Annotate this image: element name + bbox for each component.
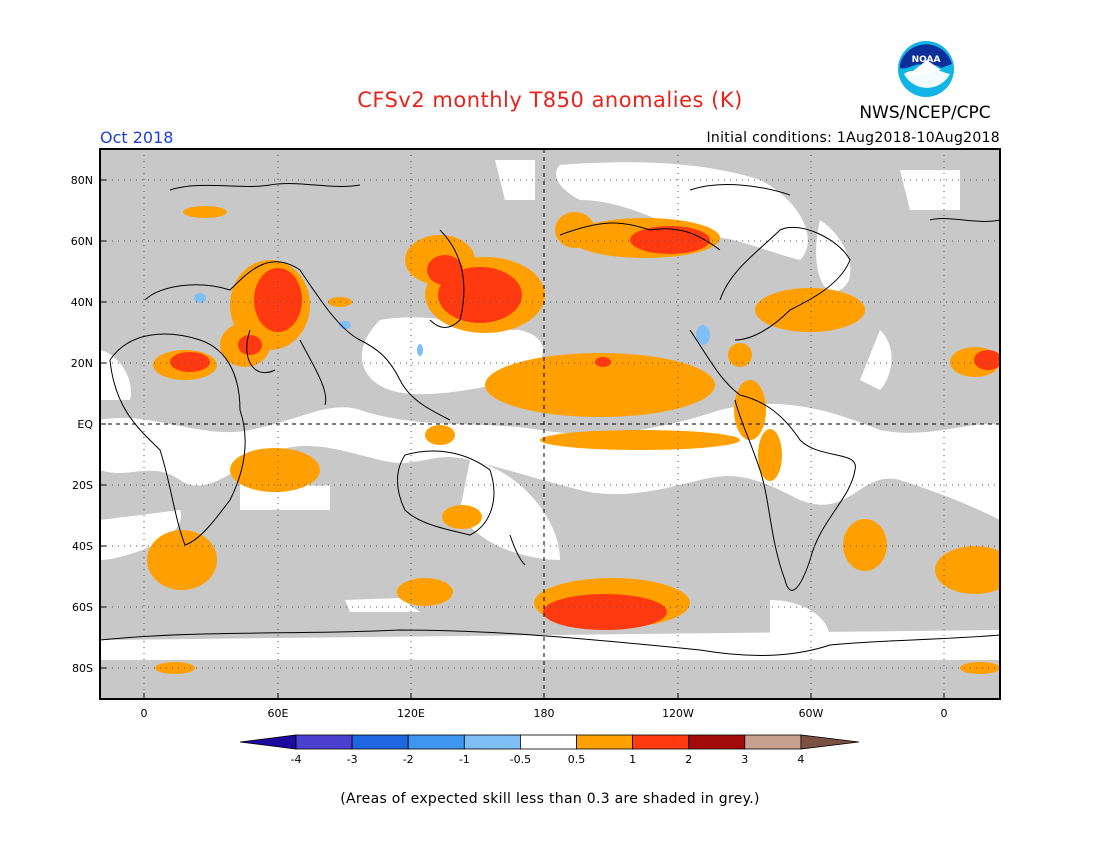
lat-label: 20S: [72, 479, 93, 492]
forecast-month: Oct 2018: [100, 128, 174, 147]
gridlines: [100, 149, 1000, 699]
legend-swatch: [688, 734, 746, 750]
legend-label: -1: [459, 753, 470, 766]
legend-swatch: [463, 734, 521, 750]
anomaly-negative-areas: [194, 293, 710, 356]
legend-arrow-low: [239, 734, 297, 750]
lat-label: 80S: [72, 662, 93, 675]
legend-label: 0.5: [568, 753, 586, 766]
noaa-logo: NOAA: [896, 39, 956, 99]
organization-label: NWS/NCEP/CPC: [859, 103, 991, 123]
skill-note: (Areas of expected skill less than 0.3 a…: [340, 791, 760, 807]
legend-swatch: [351, 734, 409, 750]
lon-label: 180: [534, 707, 555, 720]
lon-label: 120E: [397, 707, 425, 720]
legend-label: 2: [685, 753, 692, 766]
lat-label: 60N: [71, 235, 93, 248]
legend-label: -4: [291, 753, 302, 766]
logo-text: NOAA: [912, 55, 941, 65]
legend-label: 3: [741, 753, 748, 766]
legend-label: -3: [347, 753, 358, 766]
colorbar-legend: -4 -3 -2 -1 -0.5 0.5 1 2 3 4: [239, 734, 859, 766]
legend-swatch: [407, 734, 465, 750]
lon-label: 0: [941, 707, 948, 720]
legend-swatch: [520, 734, 577, 750]
legend-swatch: [632, 734, 690, 750]
latitude-axis: 80N 60N 40N 20N EQ 20S 40S 60S 80S: [71, 174, 106, 675]
coastlines: [100, 183, 1000, 656]
lon-label: 0: [141, 707, 148, 720]
lon-label: 60E: [268, 707, 289, 720]
legend-label: -0.5: [510, 753, 531, 766]
lat-label: 80N: [71, 174, 93, 187]
legend-label: -2: [403, 753, 414, 766]
map-title: CFSv2 monthly T850 anomalies (K): [357, 88, 743, 112]
lat-label: 60S: [72, 601, 93, 614]
lat-label: 40S: [72, 540, 93, 553]
legend-swatch: [295, 734, 353, 750]
lat-label: 20N: [71, 357, 93, 370]
lat-label: EQ: [77, 418, 93, 431]
legend-arrow-high: [800, 734, 859, 750]
lon-label: 120W: [662, 707, 694, 720]
initial-conditions: Initial conditions: 1Aug2018-10Aug2018: [706, 130, 1000, 146]
legend-label: 4: [797, 753, 804, 766]
legend-swatch: [744, 734, 802, 750]
longitude-axis: 0 60E 120E 180 120W 60W 0: [141, 693, 948, 720]
legend-label: 1: [629, 753, 636, 766]
lon-label: 60W: [799, 707, 824, 720]
legend-swatch: [576, 734, 633, 750]
anomaly-field: [100, 149, 1000, 699]
lat-label: 40N: [71, 296, 93, 309]
